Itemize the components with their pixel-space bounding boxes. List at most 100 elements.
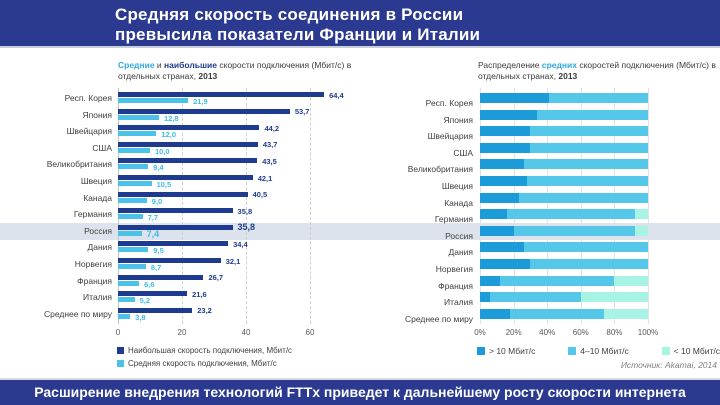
legend-label: Наибольшая скорость подключения, Мбит/с <box>128 346 293 355</box>
speed-share-segment <box>506 209 635 220</box>
max-speed-value: 53,7 <box>294 107 310 117</box>
avg-speed-value: 3,8 <box>135 312 146 322</box>
country-label: Япония <box>443 114 473 125</box>
x-axis-tick: 20 <box>177 328 187 337</box>
speed-share-segment <box>480 209 507 220</box>
right-chart-subtitle: Распределение средних скоростей подключе… <box>478 60 720 82</box>
max-speed-bar <box>118 208 233 214</box>
avg-speed-bar <box>118 197 147 203</box>
legend-item: Наибольшая скорость подключения, Мбит/с <box>117 344 292 357</box>
speed-share-segment <box>518 192 648 203</box>
avg-speed-bar <box>118 297 135 303</box>
speed-share-segment <box>530 142 648 153</box>
avg-speed-bar <box>118 98 189 103</box>
gridline <box>580 88 582 324</box>
subtitle-part: скоростей подключения (Мбит/с) в отдельн… <box>478 60 716 81</box>
speed-share-segment <box>480 109 538 120</box>
speed-share-segment <box>480 308 511 319</box>
country-label: Россия <box>84 225 112 236</box>
country-label: Дания <box>87 242 112 253</box>
avg-speed-value: 9,0 <box>151 196 163 206</box>
avg-speed-bar <box>118 247 149 253</box>
avg-speed-bar <box>118 230 142 236</box>
country-label: Франция <box>77 275 112 286</box>
legend-label: > 10 Мбит/с <box>489 346 536 356</box>
x-axis-tick: 100% <box>637 328 659 337</box>
max-speed-value: 64,4 <box>329 90 344 100</box>
country-label: Среднее по миру <box>404 313 473 324</box>
speed-share-segment <box>634 225 648 236</box>
x-axis-tick: 40% <box>539 328 556 337</box>
max-speed-bar <box>118 224 233 230</box>
speed-share-segment <box>537 109 648 120</box>
avg-speed-value: 6,6 <box>144 279 155 289</box>
speed-share-segment <box>480 142 531 153</box>
legend-item: < 10 Мбит/с <box>661 346 720 356</box>
country-label: Швеция <box>441 181 473 191</box>
avg-speed-bar <box>118 147 150 153</box>
max-speed-bar <box>118 92 325 97</box>
x-axis-tick: 60 <box>305 328 315 337</box>
country-label: Япония <box>82 109 112 120</box>
gridline <box>614 88 616 324</box>
subtitle-part: скорости подключения (Мбит/с) в отдельны… <box>118 60 352 81</box>
speed-share-segment <box>480 259 531 269</box>
subtitle-part: Средние <box>118 60 155 70</box>
avg-speed-bar <box>118 131 157 137</box>
country-label: Италия <box>83 292 112 303</box>
footer-message: Расширение внедрения технологий FTTx при… <box>34 384 686 400</box>
max-speed-value: 43,5 <box>262 156 277 166</box>
footer-bar: Расширение внедрения технологий FTTx при… <box>0 378 720 405</box>
x-axis-tick: 60% <box>572 328 589 337</box>
legend-label: < 10 Мбит/с <box>673 346 720 356</box>
country-label: Италия <box>444 297 473 308</box>
legend-swatch <box>117 360 124 367</box>
max-speed-bar <box>118 158 258 164</box>
speed-share-segment <box>530 126 648 137</box>
speed-share-segment <box>513 225 635 236</box>
speed-share-segment <box>614 275 648 286</box>
avg-speed-value: 7,4 <box>146 228 160 239</box>
speed-share-segment <box>480 292 491 303</box>
header-bar: Средняя скорость соединения в России пре… <box>0 0 720 48</box>
country-label: Швейцария <box>66 126 112 137</box>
gridline <box>480 88 481 324</box>
country-label: США <box>92 142 112 153</box>
speed-share-segment <box>530 259 648 269</box>
max-speed-value: 35,8 <box>237 222 256 233</box>
right-chart-plot: 0% 20% 40% 60% 80% 100% <box>474 88 658 338</box>
speed-share-segment <box>480 225 514 236</box>
avg-speed-bar <box>118 181 152 186</box>
avg-speed-value: 10,5 <box>156 180 172 189</box>
avg-speed-value: 7,7 <box>147 213 159 223</box>
country-label: США <box>453 147 473 158</box>
avg-speed-bar <box>118 214 143 220</box>
country-label: Норвегия <box>74 259 112 269</box>
avg-speed-value: 10,0 <box>155 146 170 156</box>
country-label: Швейцария <box>427 131 473 142</box>
avg-speed-bar <box>118 114 159 120</box>
max-speed-value: 43,7 <box>262 140 278 150</box>
x-axis-tick: 0% <box>474 328 486 337</box>
speed-share-segment <box>480 176 528 186</box>
speed-share-segment <box>548 93 648 103</box>
avg-speed-bar <box>118 313 131 319</box>
max-speed-bar <box>118 141 258 147</box>
legend-item: 4–10 Мбит/с <box>568 346 629 356</box>
speed-share-segment <box>510 308 605 319</box>
speed-share-segment <box>500 275 615 286</box>
speed-share-segment <box>490 292 581 303</box>
max-speed-value: 42,1 <box>257 173 273 183</box>
legend-label: 4–10 Мбит/с <box>580 346 629 356</box>
x-axis-tick: 20% <box>505 328 522 337</box>
avg-speed-bar <box>118 164 149 170</box>
country-label: Великобритания <box>407 164 473 175</box>
legend-swatch <box>661 347 670 355</box>
avg-speed-value: 12,8 <box>163 113 179 123</box>
speed-share-segment <box>580 292 648 303</box>
max-speed-value: 23,2 <box>197 306 212 316</box>
legend-label: Средняя скорость подключения, Мбит/с <box>128 359 277 368</box>
avg-speed-value: 21,9 <box>193 97 208 106</box>
subtitle-part: и <box>154 60 165 70</box>
country-label: Франция <box>438 280 473 291</box>
